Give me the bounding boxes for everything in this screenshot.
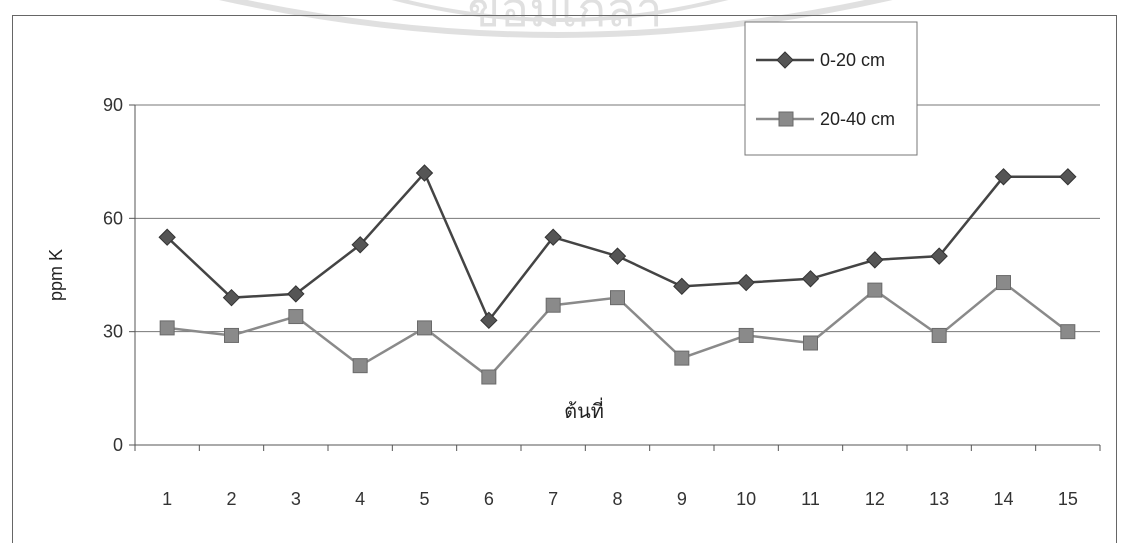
watermark: ข้อมเกล้า xyxy=(219,0,893,38)
y-tick-label: 30 xyxy=(103,322,123,342)
data-point-series-2 xyxy=(996,275,1011,291)
data-point-series-1 xyxy=(673,277,691,296)
data-point-series-1 xyxy=(480,311,498,330)
data-point-series-2 xyxy=(159,320,175,336)
data-point-series-1 xyxy=(801,270,820,288)
x-tick-label: 3 xyxy=(291,489,301,509)
y-axis-label: ppm K xyxy=(46,249,66,301)
data-point-series-1 xyxy=(930,247,948,265)
data-point-series-2 xyxy=(610,290,625,306)
y-tick-label: 0 xyxy=(113,435,123,455)
data-point-series-2 xyxy=(867,282,883,298)
x-tick-label: 13 xyxy=(929,489,949,509)
x-tick-label: 7 xyxy=(548,489,558,509)
data-point-series-2 xyxy=(545,297,561,313)
data-point-series-1 xyxy=(994,168,1013,186)
legend-marker-series-1 xyxy=(776,51,794,69)
data-point-series-1 xyxy=(351,236,369,254)
chart-frame xyxy=(12,15,1117,543)
legend-label-series-1: 0-20 cm xyxy=(820,50,885,70)
data-point-series-1 xyxy=(737,273,755,292)
y-tick-label: 90 xyxy=(103,95,123,115)
data-point-series-1 xyxy=(222,288,241,307)
x-tick-label: 14 xyxy=(993,489,1013,509)
data-point-series-2 xyxy=(1060,324,1076,340)
x-tick-label: 5 xyxy=(419,489,429,509)
data-point-series-1 xyxy=(1059,168,1077,186)
x-axis-label: ต้นที่ xyxy=(564,397,604,423)
data-point-series-2 xyxy=(352,358,368,374)
series-layer xyxy=(158,164,1077,385)
x-tick-label: 9 xyxy=(677,489,687,509)
x-tick-label: 11 xyxy=(801,489,820,509)
data-point-series-1 xyxy=(866,251,884,269)
data-point-series-2 xyxy=(224,327,239,343)
data-point-series-2 xyxy=(803,335,818,351)
data-point-series-1 xyxy=(544,228,562,246)
x-tick-label: 12 xyxy=(865,489,885,509)
y-tick-label: 60 xyxy=(103,208,123,228)
x-tick-label: 10 xyxy=(736,489,756,509)
x-tick-label: 8 xyxy=(612,489,622,509)
data-point-series-1 xyxy=(608,247,627,265)
legend: 0-20 cm 20-40 cm xyxy=(744,21,918,156)
x-tick-label: 2 xyxy=(226,489,236,509)
data-point-series-1 xyxy=(158,228,176,246)
x-tick-label: 15 xyxy=(1058,489,1078,509)
data-point-series-2 xyxy=(288,309,304,325)
x-tick-label: 6 xyxy=(484,489,494,509)
data-point-series-1 xyxy=(415,164,434,182)
data-point-series-2 xyxy=(931,327,947,343)
x-tick-label: 4 xyxy=(355,489,365,509)
data-point-series-2 xyxy=(674,350,690,366)
x-tick-label: 1 xyxy=(162,489,172,509)
watermark-text: ข้อมเกล้า xyxy=(467,0,662,37)
legend-marker-series-2 xyxy=(778,111,794,127)
legend-label-series-2: 20-40 cm xyxy=(820,109,895,129)
data-point-series-2 xyxy=(417,320,432,336)
data-point-series-1 xyxy=(287,285,305,303)
legend-box xyxy=(744,21,918,156)
data-point-series-2 xyxy=(481,369,497,385)
data-point-series-2 xyxy=(738,327,754,343)
